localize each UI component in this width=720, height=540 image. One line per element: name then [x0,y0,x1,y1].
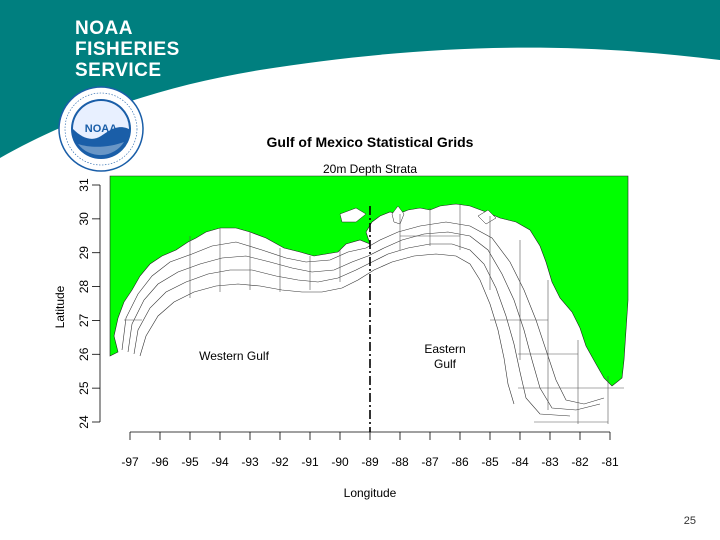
x-tick-label: -87 [421,455,439,469]
y-tick-label: 31 [77,178,91,192]
x-tick-label: -93 [241,455,259,469]
x-tick-label: -94 [211,455,229,469]
x-tick-label: -83 [541,455,559,469]
x-tick-label: -84 [511,455,529,469]
logo-text: NOAA [85,123,117,135]
x-tick-label: -90 [331,455,349,469]
brand-line-1: NOAA [75,18,133,39]
grid-lines [124,204,624,424]
x-tick-label: -95 [181,455,199,469]
x-tick-label: -85 [481,455,499,469]
depth-contour [133,243,571,417]
x-tick-label: -97 [121,455,139,469]
x-tick-label: -82 [571,455,589,469]
brand-line-2: FISHERIES [75,39,180,60]
depth-contours [121,221,605,417]
y-axis-label: Latitude [53,285,67,329]
page-number: 25 [683,515,696,527]
figure-title: Gulf of Mexico Statistical Grids [266,134,474,150]
y-tick-label: 30 [77,212,91,226]
x-tick-label: -92 [271,455,289,469]
apalachee-bay [477,209,497,225]
y-tick-label: 28 [77,280,91,294]
eastern-gulf-label: Eastern Gulf [414,342,476,372]
land-mass [109,175,629,387]
x-tick-label: -86 [451,455,469,469]
eastern-gulf-label-line-1: Eastern [424,342,466,356]
brand-line-3: SERVICE [75,60,162,81]
depth-contour [127,231,601,411]
figure-subtitle: 20m Depth Strata [322,162,418,176]
western-gulf-label: Western Gulf [199,349,269,363]
x-tick-label: -81 [601,455,619,469]
y-tick-label: 26 [77,347,91,361]
header-band [0,0,720,158]
x-tick-label: -88 [391,455,409,469]
x-tick-label: -96 [151,455,169,469]
y-tick-label: 29 [77,246,91,260]
depth-contour [121,221,605,405]
x-tick-label: -91 [301,455,319,469]
noaa-logo-icon: NOAA [58,86,144,172]
x-tick-label: -89 [361,455,379,469]
y-tick-label: 25 [77,381,91,395]
y-tick-label: 27 [77,313,91,327]
x-axis-label: Longitude [343,486,397,500]
eastern-gulf-label-line-2: Gulf [433,357,456,371]
lake-pontchartrain [339,207,367,223]
y-tick-label: 24 [77,415,91,429]
noaa-fisheries-wordmark: NOAA FISHERIES SERVICE [75,18,180,81]
axis-ticks: -97 -96 -95 -94 -93 -92 -91 -90 -89 -88 -87 -86 -85-… [77,178,619,469]
mobile-bay [391,205,405,225]
depth-contour [139,253,515,405]
header-swoosh [0,0,720,158]
